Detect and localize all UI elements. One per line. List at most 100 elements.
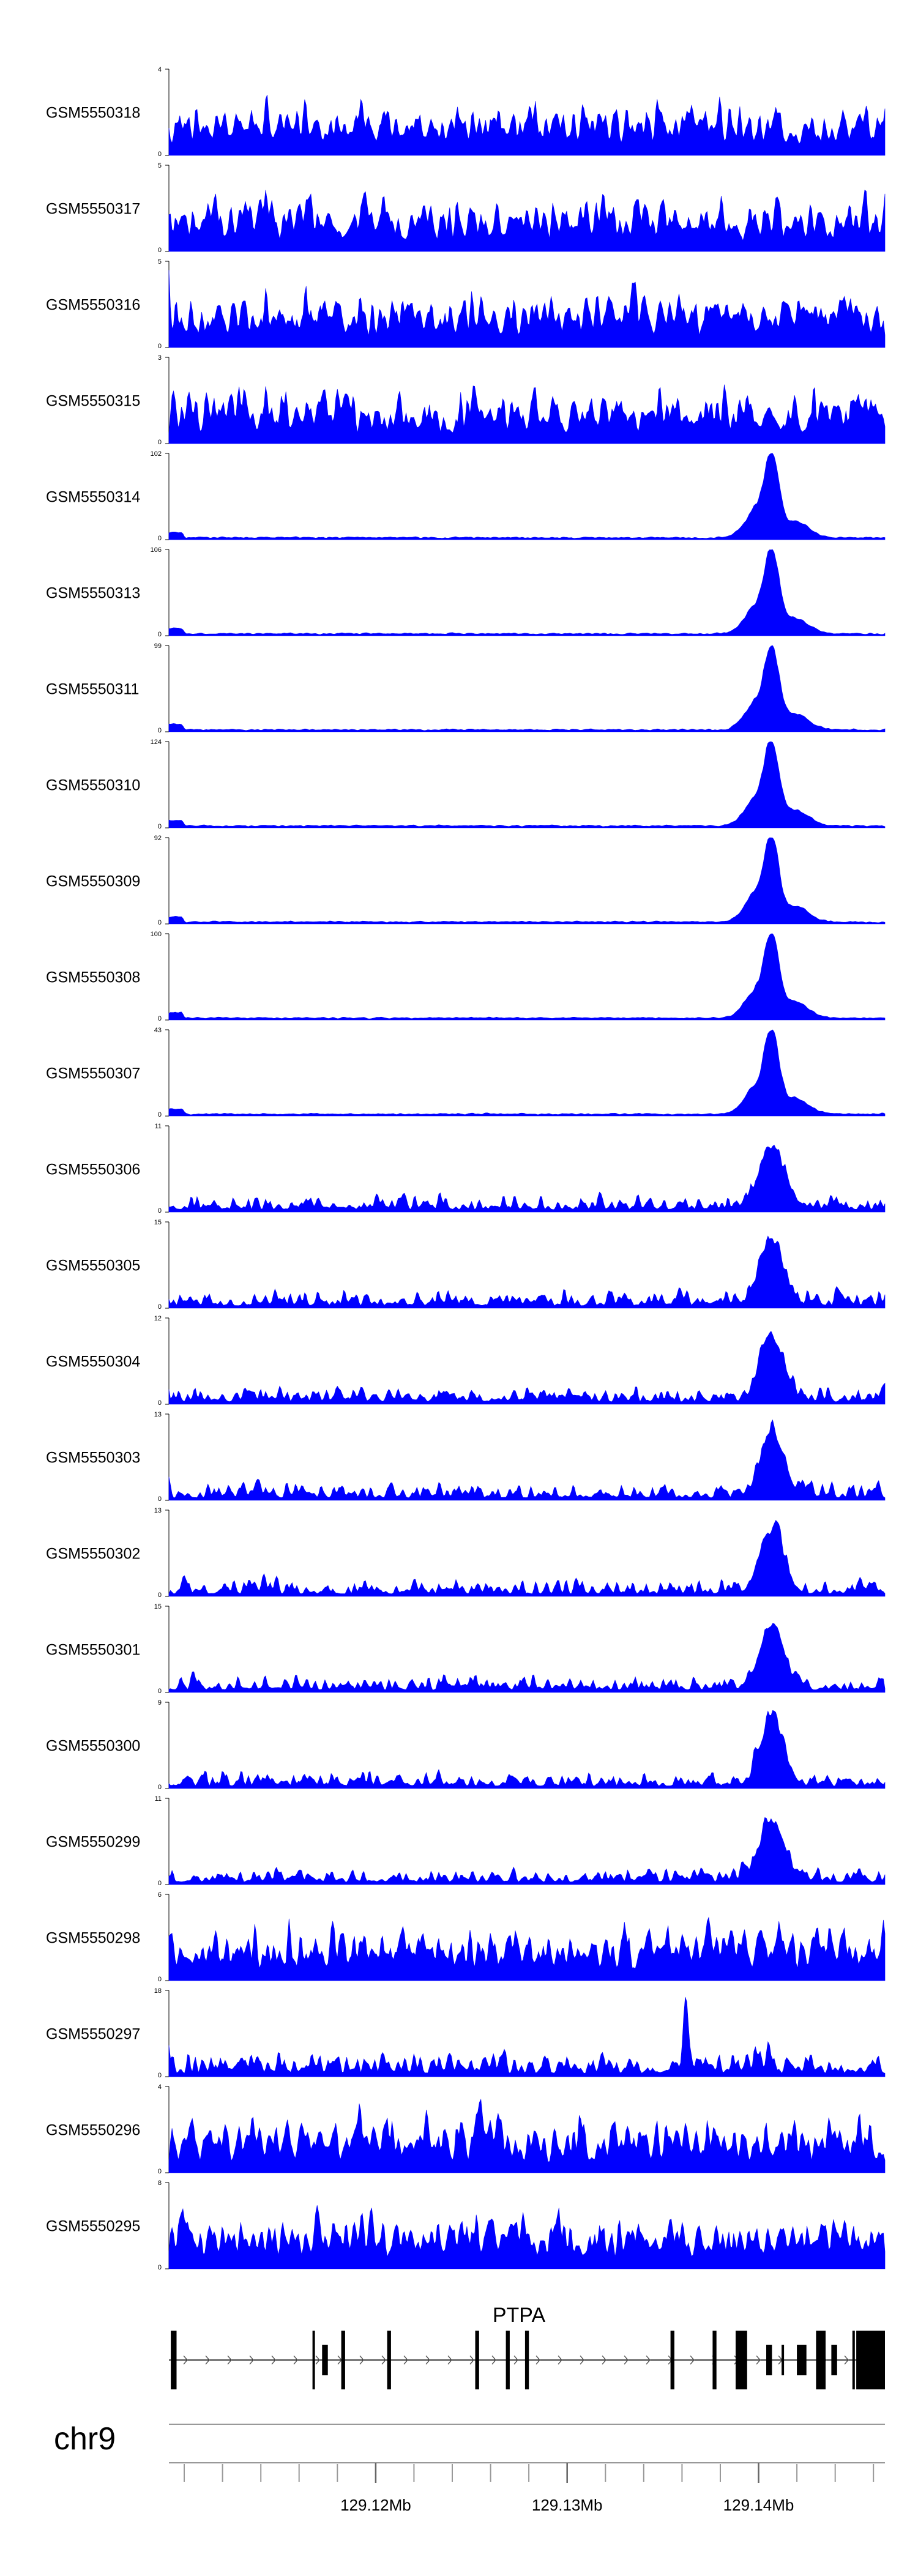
track-coverage-area: [168, 1817, 886, 1885]
track-GSM5550299: GSM5550299 11 0: [46, 1795, 886, 1887]
track-coverage-area: [168, 1623, 886, 1693]
track-label: GSM5550317: [46, 201, 140, 218]
track-coverage-area: [168, 1419, 886, 1501]
gene-exon: [782, 2345, 785, 2375]
track-GSM5550315: GSM5550315 3 0: [46, 354, 886, 446]
track-GSM5550307: GSM5550307 43 0: [46, 1027, 886, 1119]
track-coverage-area: [168, 1144, 886, 1213]
strand-arrow: [469, 2355, 474, 2365]
track-label: GSM5550299: [46, 1834, 140, 1851]
track-min-label: 0: [158, 1495, 162, 1503]
track-min-label: 0: [158, 247, 162, 254]
track-GSM5550308: GSM5550308 100 0: [46, 931, 886, 1022]
track-label: GSM5550314: [46, 489, 140, 506]
track-GSM5550310: GSM5550310 124 0: [46, 739, 886, 830]
track-label: GSM5550304: [46, 1353, 140, 1371]
track-GSM5550297: GSM5550297 18 0: [46, 1987, 886, 2079]
track-coverage-area: [168, 1997, 886, 2077]
track-max-label: 8: [158, 2180, 162, 2187]
track-GSM5550298: GSM5550298 6 0: [46, 1891, 886, 1983]
track-GSM5550314: GSM5550314 102 0: [46, 450, 886, 542]
gene-exon: [766, 2345, 772, 2375]
strand-arrow: [205, 2355, 210, 2365]
track-coverage-area: [168, 549, 886, 636]
strand-arrow: [558, 2355, 562, 2365]
track-GSM5550296: GSM5550296 4 0: [46, 2083, 886, 2175]
track-max-label: 43: [154, 1027, 162, 1034]
track-coverage-area: [168, 2098, 886, 2173]
strand-arrow: [447, 2355, 452, 2365]
track-min-label: 0: [158, 1976, 162, 1983]
strand-arrow: [624, 2355, 629, 2365]
track-max-label: 106: [151, 546, 162, 554]
track-max-label: 15: [154, 1219, 162, 1226]
track-label: GSM5550296: [46, 2122, 140, 2139]
track-max-label: 4: [158, 66, 162, 73]
strand-arrow: [293, 2355, 298, 2365]
track-GSM5550295: GSM5550295 8 0: [46, 2180, 886, 2271]
track-max-label: 5: [158, 162, 162, 169]
track-max-label: 13: [154, 1411, 162, 1418]
track-min-label: 0: [158, 2072, 162, 2079]
gene-track-ptpa: PTPA: [169, 2304, 885, 2389]
track-coverage-area: [168, 933, 886, 1021]
gene-exon: [387, 2331, 391, 2389]
axis-ticks: 129.12Mb 129.13Mb 129.14Mb: [184, 2463, 875, 2514]
gene-exon: [712, 2331, 717, 2389]
track-min-label: 0: [158, 2264, 162, 2271]
track-min-label: 0: [158, 2168, 162, 2175]
track-min-label: 0: [158, 1880, 162, 1887]
strand-arrow: [580, 2355, 584, 2365]
track-label: GSM5550303: [46, 1450, 140, 1467]
track-label: GSM5550316: [46, 297, 140, 314]
track-GSM5550316: GSM5550316 5 0: [46, 258, 886, 350]
gene-exon: [670, 2331, 674, 2389]
track-GSM5550311: GSM5550311 99 0: [46, 642, 886, 734]
track-min-label: 0: [158, 631, 162, 638]
gene-exon: [856, 2331, 885, 2389]
track-max-label: 11: [155, 1123, 162, 1130]
gene-exon: [797, 2345, 807, 2375]
gene-exon: [322, 2345, 328, 2375]
gene-exon: [312, 2331, 315, 2389]
track-coverage-area: [168, 190, 886, 252]
track-max-label: 4: [158, 2083, 162, 2091]
gene-exon: [506, 2331, 510, 2389]
coverage-tracks: GSM555031840GSM555031750GSM555031650GSM5…: [46, 66, 886, 2271]
track-coverage-area: [168, 384, 886, 444]
track-GSM5550305: GSM5550305 15 0: [46, 1219, 886, 1311]
track-GSM5550309: GSM5550309 92 0: [46, 835, 886, 926]
gene-exon: [831, 2345, 837, 2375]
strand-arrow: [536, 2355, 540, 2365]
strand-arrow: [249, 2355, 254, 2365]
track-min-label: 0: [158, 1303, 162, 1311]
axis-tick-label: 129.14Mb: [723, 2496, 794, 2514]
track-GSM5550313: GSM5550313 106 0: [46, 546, 886, 638]
axis-tick-label: 129.13Mb: [532, 2496, 603, 2514]
track-max-label: 124: [151, 739, 162, 746]
track-max-label: 92: [154, 835, 162, 842]
track-max-label: 6: [158, 1891, 162, 1899]
track-label: GSM5550311: [46, 681, 139, 698]
track-min-label: 0: [158, 1207, 162, 1215]
track-label: GSM5550306: [46, 1161, 140, 1178]
track-label: GSM5550298: [46, 1930, 140, 1947]
track-coverage-area: [168, 837, 886, 925]
track-min-label: 0: [158, 727, 162, 734]
track-coverage-area: [168, 1710, 886, 1789]
track-label: GSM5550315: [46, 393, 140, 410]
track-label: GSM5550318: [46, 105, 140, 122]
track-GSM5550317: GSM5550317 5 0: [46, 162, 886, 254]
chromosome-label: chr9: [54, 2421, 116, 2457]
track-GSM5550318: GSM5550318 4 0: [46, 66, 886, 158]
track-min-label: 0: [158, 343, 162, 350]
track-coverage-area: [168, 1916, 886, 1981]
track-max-label: 100: [151, 931, 162, 938]
track-label: GSM5550302: [46, 1546, 140, 1563]
track-GSM5550306: GSM5550306 11 0: [46, 1123, 886, 1215]
track-min-label: 0: [158, 1784, 162, 1791]
gene-exon: [475, 2331, 479, 2389]
gene-exon: [524, 2331, 529, 2389]
coordinate-axis: chr9 129.12Mb 129.13Mb 129.14Mb: [54, 2421, 885, 2514]
track-label: GSM5550313: [46, 585, 140, 602]
